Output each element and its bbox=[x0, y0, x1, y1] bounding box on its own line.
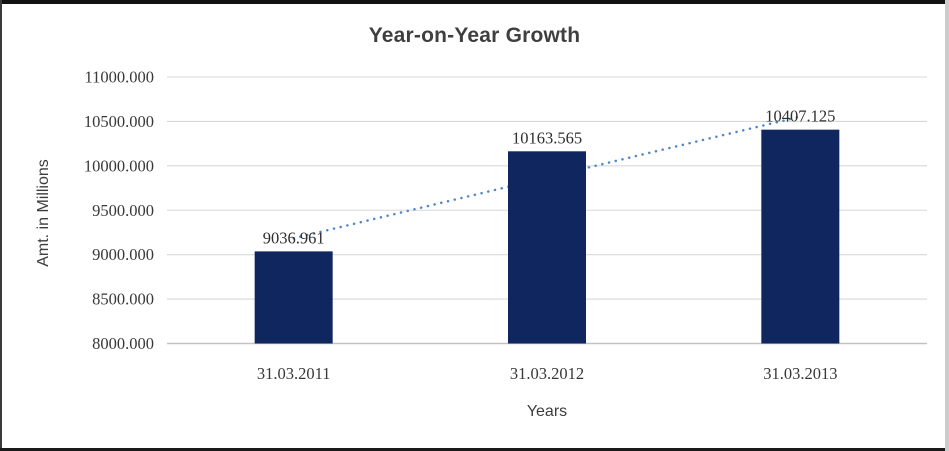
trendline bbox=[292, 115, 802, 240]
frame-border-right bbox=[945, 0, 949, 451]
y-tick-label: 9500.000 bbox=[92, 201, 154, 220]
y-tick-label: 10500.000 bbox=[84, 112, 154, 131]
chart-title: Year-on-Year Growth bbox=[368, 24, 581, 47]
x-category-label: 31.03.2012 bbox=[510, 364, 584, 383]
bar bbox=[508, 151, 586, 344]
frame-border-bottom bbox=[0, 448, 949, 451]
x-axis-title: Years bbox=[526, 403, 568, 420]
bar bbox=[761, 129, 840, 344]
bar bbox=[254, 251, 333, 344]
y-tick-label: 9000.000 bbox=[92, 245, 154, 264]
data-label: 10407.125 bbox=[765, 107, 835, 126]
y-tick-label: 11000.000 bbox=[84, 68, 154, 87]
data-label: 9036.961 bbox=[263, 228, 325, 247]
y-tick-label: 8500.000 bbox=[92, 290, 154, 309]
x-category-label: 31.03.2011 bbox=[257, 364, 331, 383]
frame-border-top bbox=[0, 0, 949, 4]
y-tick-label: 8000.000 bbox=[92, 334, 154, 353]
data-label: 10163.565 bbox=[512, 128, 582, 147]
x-category-label: 31.03.2013 bbox=[763, 364, 837, 383]
frame-border-left bbox=[0, 0, 2, 451]
y-tick-label: 10000.000 bbox=[84, 156, 154, 175]
